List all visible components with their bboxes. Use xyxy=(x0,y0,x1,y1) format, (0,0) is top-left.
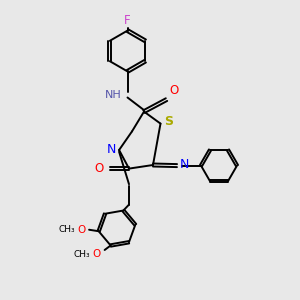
Text: N: N xyxy=(180,158,189,172)
Text: O: O xyxy=(92,250,100,260)
Text: S: S xyxy=(164,115,173,128)
Text: F: F xyxy=(124,14,131,27)
Text: O: O xyxy=(169,84,179,97)
Text: CH₃: CH₃ xyxy=(58,225,75,234)
Text: O: O xyxy=(95,161,104,175)
Text: O: O xyxy=(77,225,86,235)
Text: CH₃: CH₃ xyxy=(73,250,90,259)
Text: N: N xyxy=(107,143,116,156)
Text: NH: NH xyxy=(105,90,122,100)
